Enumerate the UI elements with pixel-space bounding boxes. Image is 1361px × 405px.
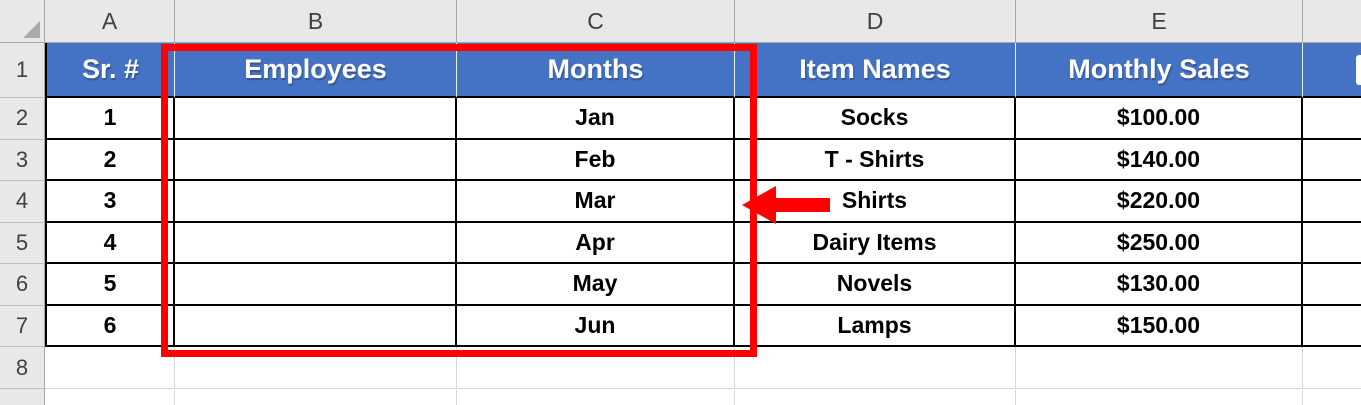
- cell-A1[interactable]: Sr. #: [45, 43, 175, 98]
- cell-F8[interactable]: [1303, 347, 1361, 388]
- row-header-2[interactable]: 2: [0, 98, 45, 140]
- cell-A4[interactable]: 3: [45, 181, 175, 223]
- cell-F1[interactable]: [1303, 43, 1361, 98]
- cell-F7[interactable]: [1303, 305, 1361, 347]
- cell-D3[interactable]: T - Shirts: [735, 139, 1016, 181]
- cell-E9[interactable]: [1016, 390, 1303, 405]
- cell-B2[interactable]: [175, 98, 457, 140]
- cell-D7[interactable]: Lamps: [735, 305, 1016, 347]
- cell-B4[interactable]: [175, 181, 457, 223]
- cell-F4[interactable]: [1303, 181, 1361, 223]
- cell-C5[interactable]: Apr: [457, 222, 735, 264]
- cell-F2[interactable]: [1303, 98, 1361, 140]
- table-row: 5 May Novels $130.00: [45, 264, 1361, 306]
- row-header-3[interactable]: 3: [0, 139, 45, 181]
- cell-A3[interactable]: 2: [45, 139, 175, 181]
- row-headers-column: 1 2 3 4 5 6 7 8: [0, 43, 45, 405]
- cell-B9[interactable]: [175, 390, 457, 405]
- cell-E1[interactable]: Monthly Sales: [1016, 43, 1303, 98]
- row-header-6[interactable]: 6: [0, 264, 45, 306]
- table-row: 2 Feb T - Shirts $140.00: [45, 139, 1361, 181]
- cell-B3[interactable]: [175, 139, 457, 181]
- cell-B1[interactable]: Employees: [175, 43, 457, 98]
- cell-A8[interactable]: [45, 347, 175, 388]
- row-header-9-partial[interactable]: [0, 389, 45, 405]
- col-header-D[interactable]: D: [735, 0, 1016, 42]
- row-header-7[interactable]: 7: [0, 305, 45, 347]
- clipped-header-text-fragment: [1356, 54, 1361, 85]
- empty-row-8[interactable]: [45, 347, 1361, 389]
- cell-B6[interactable]: [175, 264, 457, 306]
- cell-E3[interactable]: $140.00: [1016, 139, 1303, 181]
- cell-A5[interactable]: 4: [45, 222, 175, 264]
- table-header-row: Sr. # Employees Months Item Names Monthl…: [45, 43, 1361, 98]
- row-header-1[interactable]: 1: [0, 43, 45, 98]
- cell-A7[interactable]: 6: [45, 305, 175, 347]
- cell-C1[interactable]: Months: [457, 43, 735, 98]
- data-table: Sr. # Employees Months Item Names Monthl…: [45, 43, 1361, 347]
- cell-E2[interactable]: $100.00: [1016, 98, 1303, 140]
- col-header-E[interactable]: E: [1016, 0, 1303, 42]
- cell-A2[interactable]: 1: [45, 98, 175, 140]
- row-header-8[interactable]: 8: [0, 347, 45, 389]
- cell-E5[interactable]: $250.00: [1016, 222, 1303, 264]
- cell-F3[interactable]: [1303, 139, 1361, 181]
- cell-D9[interactable]: [735, 390, 1016, 405]
- row-header-5[interactable]: 5: [0, 222, 45, 264]
- table-row: 4 Apr Dairy Items $250.00: [45, 222, 1361, 264]
- cell-C2[interactable]: Jan: [457, 98, 735, 140]
- table-row: 1 Jan Socks $100.00: [45, 98, 1361, 140]
- cell-E4[interactable]: $220.00: [1016, 181, 1303, 223]
- cell-D2[interactable]: Socks: [735, 98, 1016, 140]
- cell-C9[interactable]: [457, 390, 735, 405]
- cell-D8[interactable]: [735, 347, 1016, 388]
- cell-C4[interactable]: Mar: [457, 181, 735, 223]
- cell-D5[interactable]: Dairy Items: [735, 222, 1016, 264]
- cell-C7[interactable]: Jun: [457, 305, 735, 347]
- cell-A6[interactable]: 5: [45, 264, 175, 306]
- cell-C6[interactable]: May: [457, 264, 735, 306]
- cell-B7[interactable]: [175, 305, 457, 347]
- cell-C8[interactable]: [457, 347, 735, 388]
- cell-F9[interactable]: [1303, 390, 1361, 405]
- cell-A9[interactable]: [45, 390, 175, 405]
- cell-E6[interactable]: $130.00: [1016, 264, 1303, 306]
- cell-C3[interactable]: Feb: [457, 139, 735, 181]
- cell-E7[interactable]: $150.00: [1016, 305, 1303, 347]
- col-header-B[interactable]: B: [175, 0, 457, 42]
- row-header-4[interactable]: 4: [0, 181, 45, 223]
- cell-B5[interactable]: [175, 222, 457, 264]
- cell-F6[interactable]: [1303, 264, 1361, 306]
- cell-D4[interactable]: Shirts: [735, 181, 1016, 223]
- select-all-triangle-icon: [23, 21, 40, 38]
- cell-B8[interactable]: [175, 347, 457, 388]
- cell-E8[interactable]: [1016, 347, 1303, 388]
- col-header-A[interactable]: A: [45, 0, 175, 42]
- col-header-F-partial[interactable]: [1303, 0, 1361, 42]
- cell-F5[interactable]: [1303, 222, 1361, 264]
- select-all-button[interactable]: [0, 0, 45, 42]
- table-row: 3 Mar Shirts $220.00: [45, 181, 1361, 223]
- table-row: 6 Jun Lamps $150.00: [45, 305, 1361, 347]
- cell-D6[interactable]: Novels: [735, 264, 1016, 306]
- cell-D1[interactable]: Item Names: [735, 43, 1016, 98]
- empty-row-9-partial[interactable]: [45, 390, 1361, 405]
- col-header-C[interactable]: C: [457, 0, 735, 42]
- column-letters-row: A B C D E: [0, 0, 1361, 43]
